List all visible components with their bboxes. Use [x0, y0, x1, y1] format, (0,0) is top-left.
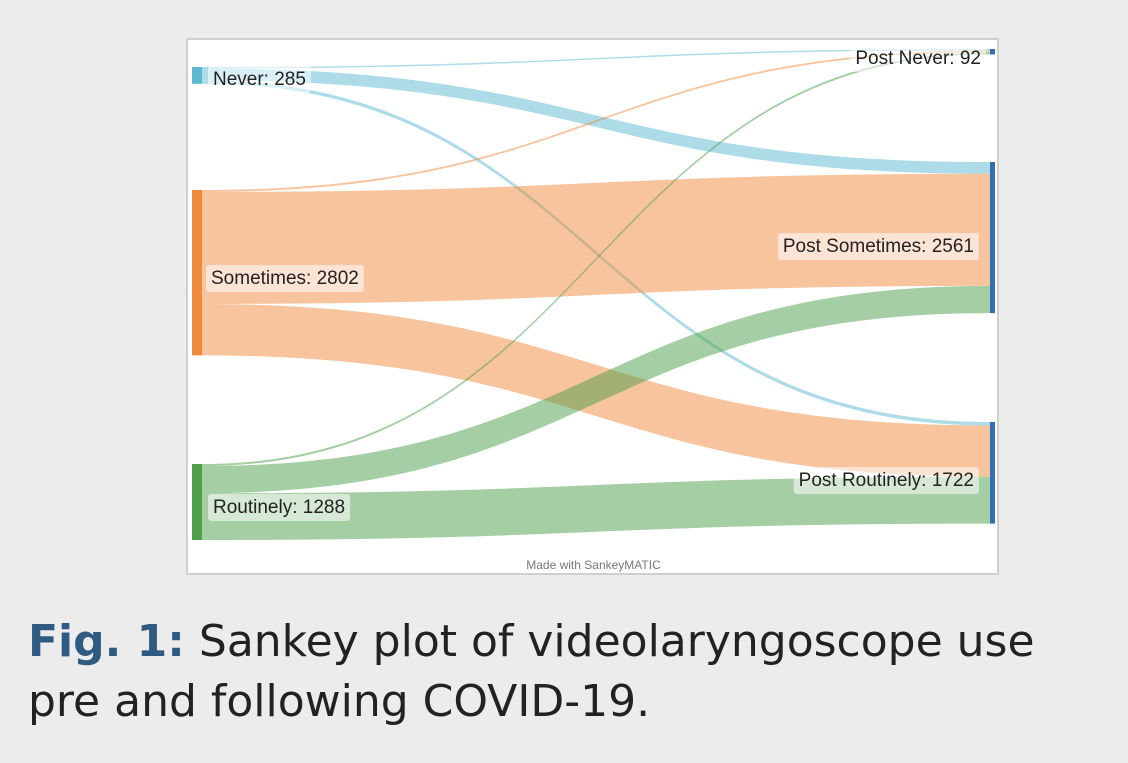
node-label-group-post-never: Post Never: 92: [850, 45, 986, 73]
figure-caption-label: Fig. 1:: [28, 616, 185, 667]
node-label-post-never: Post Never: 92: [855, 48, 981, 69]
node-routinely: [192, 464, 202, 540]
node-label-group-routinely: Routinely: 1288: [208, 494, 351, 522]
node-sometimes: [192, 190, 202, 356]
node-label-routinely: Routinely: 1288: [213, 497, 345, 518]
node-label-group-never: Never: 285: [208, 66, 311, 94]
flow-routinely-to-post_routinely: [202, 476, 990, 540]
node-never: [192, 67, 202, 84]
flow-never-to-post_never: [202, 49, 990, 69]
node-label-post-sometimes: Post Sometimes: 2561: [783, 236, 974, 257]
node-label-bg-post-routinely: [793, 467, 979, 495]
figure-caption-text: Sankey plot of videolaryngoscope use pre…: [28, 616, 1035, 727]
labels-layer: Never: 285 Sometimes: 2802 Routinely: 1288…: [206, 45, 986, 522]
sankey-chart: Never: 285 Sometimes: 2802 Routinely: 1288…: [192, 45, 995, 540]
node-label-group-sometimes: Sometimes: 2802: [206, 265, 364, 293]
node-label-bg-routinely: [208, 494, 351, 522]
node-label-group-post-routinely: Post Routinely: 1722: [793, 467, 979, 495]
sankeymatic-credit: Made with SankeyMATIC: [526, 558, 661, 572]
flow-sometimes-to-post_never: [202, 50, 990, 192]
node-label-bg-sometimes: [206, 265, 364, 293]
node-label-sometimes: Sometimes: 2802: [211, 268, 359, 289]
node-post-sometimes: [990, 162, 995, 314]
node-post-never: [990, 49, 995, 55]
nodes-layer: [192, 49, 995, 540]
flows-layer: [202, 49, 990, 540]
node-label-group-post-sometimes: Post Sometimes: 2561: [777, 233, 979, 261]
node-post-routinely: [990, 422, 995, 524]
flow-sometimes-to-post_sometimes: [202, 173, 990, 304]
flow-routinely-to-post_sometimes: [202, 285, 990, 494]
flow-routinely-to-post_never: [202, 52, 990, 467]
sankey-figure: Never: 285 Sometimes: 2802 Routinely: 1288…: [186, 38, 999, 575]
node-label-bg-never: [208, 66, 311, 94]
node-label-bg-post-never: [850, 45, 986, 73]
figure-caption: Fig. 1: Sankey plot of videolaryngoscope…: [28, 612, 1118, 732]
node-label-never: Never: 285: [213, 69, 306, 90]
node-label-bg-post-sometimes: [777, 233, 979, 261]
node-label-post-routinely: Post Routinely: 1722: [799, 470, 974, 491]
